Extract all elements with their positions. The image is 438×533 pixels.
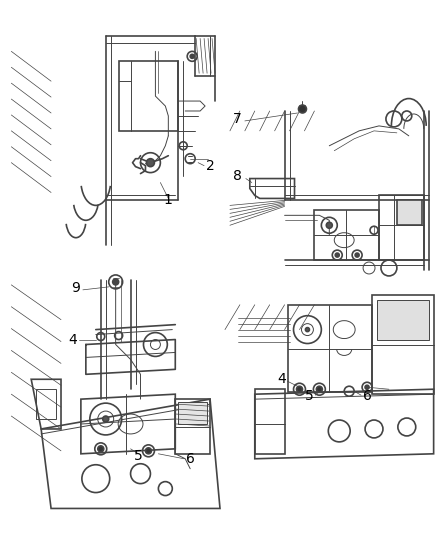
Text: 9: 9: [71, 281, 80, 295]
Circle shape: [145, 448, 151, 454]
Bar: [396, 200, 421, 225]
Text: 6: 6: [362, 389, 371, 403]
Circle shape: [335, 253, 339, 257]
Text: 8: 8: [233, 168, 242, 183]
Circle shape: [298, 105, 306, 113]
Text: 2: 2: [205, 159, 214, 173]
Circle shape: [98, 446, 103, 452]
Text: 4: 4: [68, 333, 77, 346]
Bar: [175, 399, 209, 454]
Text: 5: 5: [134, 449, 142, 463]
Bar: [371, 295, 433, 394]
Text: 6: 6: [185, 452, 194, 466]
Circle shape: [364, 385, 368, 389]
Circle shape: [325, 222, 332, 228]
Circle shape: [296, 386, 302, 392]
Text: 5: 5: [304, 389, 313, 403]
Circle shape: [354, 253, 358, 257]
Bar: [287, 305, 371, 392]
Circle shape: [113, 279, 118, 285]
Bar: [178, 402, 207, 424]
Text: 4: 4: [277, 372, 285, 386]
Bar: [378, 196, 423, 260]
Circle shape: [146, 159, 154, 167]
Circle shape: [305, 328, 309, 332]
Bar: [376, 300, 427, 340]
Bar: [314, 211, 378, 260]
Bar: [36, 389, 56, 419]
Circle shape: [190, 54, 194, 58]
Bar: [254, 389, 284, 454]
Text: 1: 1: [163, 193, 173, 207]
Circle shape: [316, 386, 321, 392]
Text: 7: 7: [232, 112, 241, 126]
Circle shape: [102, 416, 109, 422]
Bar: [118, 61, 178, 131]
